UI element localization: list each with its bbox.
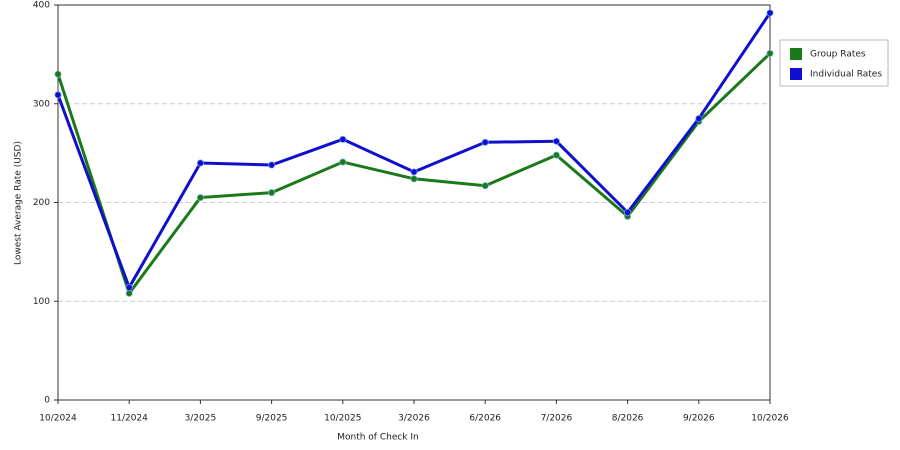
point xyxy=(766,9,774,17)
x-tick-label: 10/2026 xyxy=(751,414,789,424)
point xyxy=(196,159,205,167)
y-tick-label: 400 xyxy=(33,1,50,11)
point xyxy=(766,49,774,58)
point xyxy=(54,91,62,99)
point xyxy=(623,208,632,217)
x-tick-label: 8/2026 xyxy=(612,414,644,424)
point xyxy=(339,135,347,144)
y-tick-label: 200 xyxy=(33,198,50,208)
y-tick-label: 100 xyxy=(33,297,50,307)
x-tick-label: 10/2025 xyxy=(324,414,361,424)
point xyxy=(552,151,561,159)
legend-label: Individual Rates xyxy=(810,70,882,80)
x-tick-label: 3/2025 xyxy=(185,414,217,424)
legend-label: Group Rates xyxy=(810,50,866,60)
point xyxy=(267,161,276,169)
x-tick-label: 3/2026 xyxy=(398,414,430,424)
y-axis-label: Lowest Average Rate (USD) xyxy=(14,141,24,265)
legend-swatch xyxy=(790,68,802,80)
y-tick-label: 0 xyxy=(44,396,50,406)
point xyxy=(481,182,489,190)
x-tick-label: 10/2024 xyxy=(39,414,77,424)
point xyxy=(54,70,62,78)
x-axis-label: Month of Check In xyxy=(337,433,419,443)
x-tick-label: 9/2025 xyxy=(256,414,288,424)
x-tick-label: 9/2026 xyxy=(683,414,715,424)
legend-swatch xyxy=(790,48,802,60)
x-tick-label: 7/2026 xyxy=(541,414,573,424)
point xyxy=(267,188,276,197)
point xyxy=(339,158,347,166)
point xyxy=(552,137,561,145)
point xyxy=(481,138,489,146)
point xyxy=(410,175,418,183)
point xyxy=(695,114,703,123)
y-tick-label: 300 xyxy=(33,99,50,109)
x-tick-label: 6/2026 xyxy=(469,414,501,424)
point xyxy=(196,193,205,202)
x-tick-label: 11/2024 xyxy=(111,414,149,424)
point xyxy=(125,283,133,292)
point xyxy=(410,168,418,176)
